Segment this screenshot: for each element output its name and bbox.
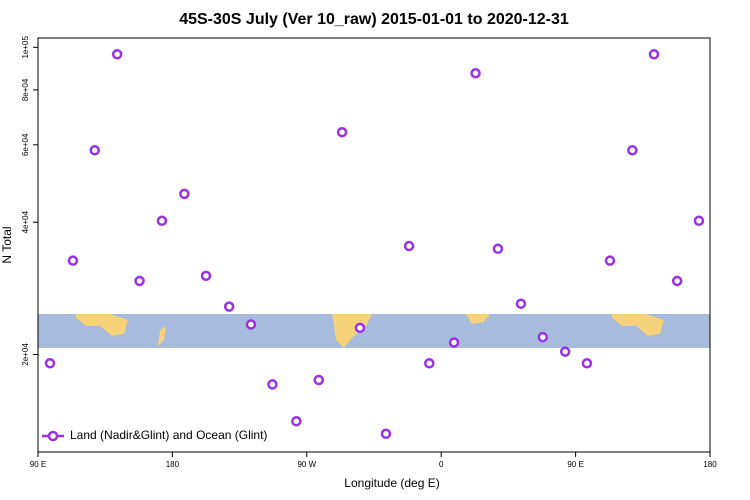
point [403, 240, 415, 252]
y-tick-label: 6e+04 [21, 133, 30, 156]
point [492, 243, 504, 255]
point [380, 428, 392, 440]
point [648, 49, 660, 60]
point [693, 215, 705, 227]
point [200, 270, 212, 282]
point [424, 358, 435, 369]
chart-title: 45S-30S July (Ver 10_raw) 2015-01-01 to … [179, 11, 569, 28]
y-tick-label: 2e+04 [21, 343, 30, 366]
point [448, 337, 460, 348]
y-tick-label: 1e+05 [21, 36, 30, 59]
point [291, 415, 302, 427]
point [156, 215, 168, 227]
x-tick-label: 180 [166, 460, 180, 469]
x-tick-label: 90 W [297, 460, 316, 469]
point [179, 188, 190, 200]
x-tick-label: 0 [439, 460, 444, 469]
legend-marker [47, 430, 59, 442]
point [515, 298, 527, 309]
point [336, 126, 348, 138]
point [604, 255, 616, 266]
y-axis-label: N Total [0, 226, 14, 263]
point [627, 145, 638, 156]
x-tick-label: 90 E [30, 460, 46, 469]
x-tick-label: 180 [703, 460, 717, 469]
point [44, 358, 56, 369]
x-tick-label: 90 E [567, 460, 583, 469]
point [267, 379, 278, 390]
point [134, 275, 145, 287]
point [581, 358, 593, 369]
legend-label: Land (Nadir&Glint) and Ocean (Glint) [70, 428, 267, 442]
point [559, 346, 571, 357]
y-tick-label: 4e+04 [21, 210, 30, 233]
map-strip [38, 314, 710, 348]
point [671, 275, 683, 287]
point [111, 49, 123, 60]
point [67, 255, 79, 266]
plot-frame [37, 37, 711, 453]
legend-item: Land (Nadir&Glint) and Ocean (Glint) [42, 428, 267, 442]
point [537, 331, 548, 343]
point [470, 67, 481, 79]
point [354, 322, 366, 334]
x-axis-label: Longitude (deg E) [344, 476, 439, 490]
point [313, 374, 324, 386]
point [223, 301, 235, 312]
point [89, 145, 100, 156]
point [245, 319, 257, 330]
y-tick-label: 8e+04 [21, 78, 30, 101]
